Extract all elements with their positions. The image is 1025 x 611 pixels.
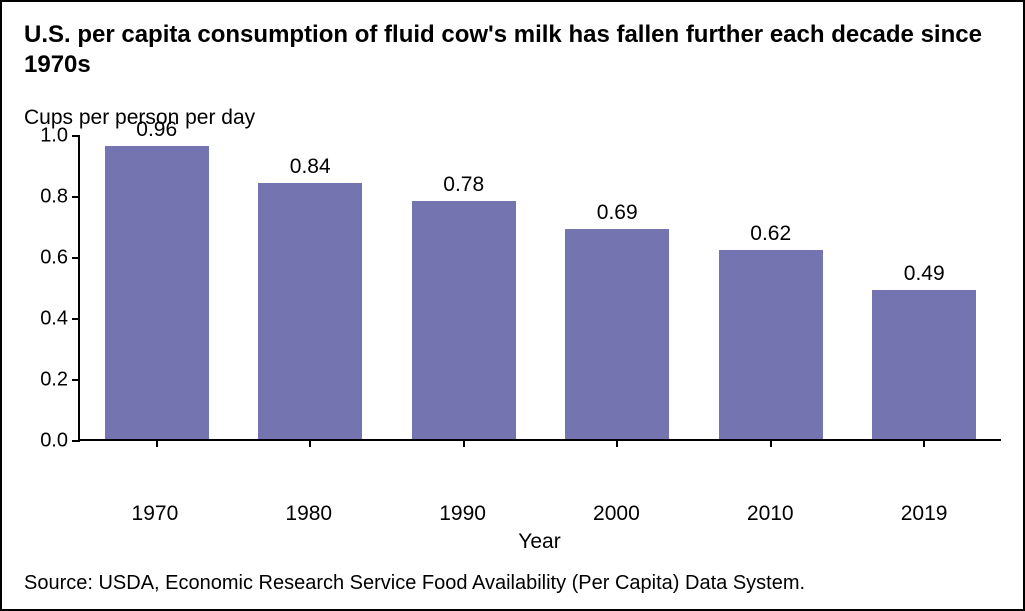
bar: 0.96 (105, 146, 209, 439)
x-tick-mark (923, 439, 925, 447)
x-axis-title: Year (78, 530, 1001, 554)
y-tick-mark (72, 440, 80, 442)
plot-area: 0.96 0.84 0.78 0.69 0.62 0.49 (78, 136, 1001, 441)
x-tick-mark (156, 439, 158, 447)
chart-frame: U.S. per capita consumption of fluid cow… (0, 0, 1025, 611)
x-tick-mark (463, 439, 465, 447)
y-axis: 0.00.20.40.60.81.0 (24, 136, 78, 441)
y-tick-mark (72, 257, 80, 259)
bar: 0.84 (258, 183, 362, 439)
bar-value-label: 0.62 (750, 222, 791, 246)
y-tick-label: 0.0 (24, 430, 68, 453)
y-tick-label: 0.6 (24, 247, 68, 270)
bar-value-label: 0.78 (443, 173, 484, 197)
chart-area: 0.00.20.40.60.81.0 0.960.840.780.690.620… (24, 136, 1001, 554)
chart-title: U.S. per capita consumption of fluid cow… (24, 20, 1001, 80)
bars-layer: 0.96 0.84 0.78 0.69 0.62 0.49 (80, 136, 1001, 439)
y-tick-label: 0.8 (24, 186, 68, 209)
bar: 0.69 (565, 229, 669, 439)
y-tick-label: 1.0 (24, 125, 68, 148)
y-tick-label: 0.2 (24, 369, 68, 392)
bar-value-label: 0.96 (136, 118, 177, 142)
x-tick-mark (770, 439, 772, 447)
x-category-label: 1990 (439, 502, 486, 526)
x-labels: 1970 1980 1990 2000 2010 2019 (78, 502, 1001, 528)
x-tick-mark (616, 439, 618, 447)
y-tick-mark (72, 318, 80, 320)
x-tick-mark (309, 439, 311, 447)
bar-value-label: 0.49 (904, 262, 945, 286)
source-text: Source: USDA, Economic Research Service … (24, 572, 1001, 595)
x-category-label: 1970 (132, 502, 179, 526)
x-axis-title-row: Year (24, 528, 1001, 554)
y-tick-mark (72, 196, 80, 198)
plot-row: 0.00.20.40.60.81.0 0.960.840.780.690.620… (24, 136, 1001, 490)
bar-value-label: 0.84 (290, 155, 331, 179)
x-category-label: 2000 (593, 502, 640, 526)
x-category-label: 2019 (901, 502, 948, 526)
bar-value-label: 0.69 (597, 201, 638, 225)
y-tick-mark (72, 135, 80, 137)
x-title-spacer (24, 528, 78, 554)
x-labels-row: 1970 1980 1990 2000 2010 2019 (24, 502, 1001, 528)
bar: 0.49 (872, 290, 976, 439)
x-category-label: 2010 (747, 502, 794, 526)
bar: 0.78 (412, 201, 516, 439)
x-category-label: 1980 (285, 502, 332, 526)
y-tick-label: 0.4 (24, 308, 68, 331)
y-tick-mark (72, 379, 80, 381)
bar: 0.62 (719, 250, 823, 439)
x-labels-spacer (24, 502, 78, 528)
